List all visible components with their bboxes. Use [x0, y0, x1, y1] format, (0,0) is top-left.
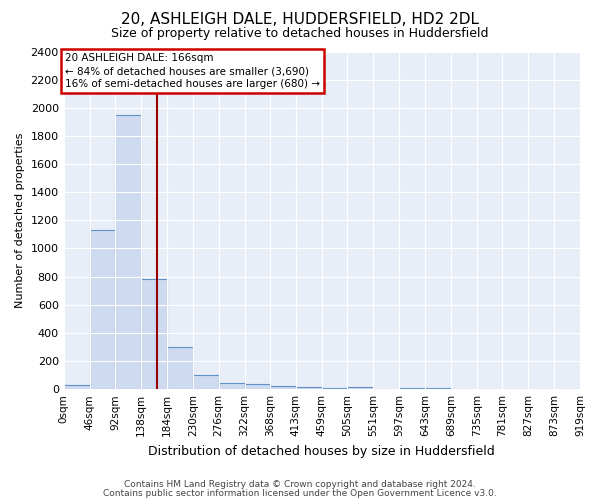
Bar [296, 387, 322, 389]
Text: 20, ASHLEIGH DALE, HUDDERSFIELD, HD2 2DL: 20, ASHLEIGH DALE, HUDDERSFIELD, HD2 2DL [121, 12, 479, 28]
Text: Contains HM Land Registry data © Crown copyright and database right 2024.: Contains HM Land Registry data © Crown c… [124, 480, 476, 489]
Bar [322, 388, 347, 389]
Text: Size of property relative to detached houses in Huddersfield: Size of property relative to detached ho… [111, 28, 489, 40]
Bar [141, 280, 167, 389]
Bar [271, 386, 296, 389]
Y-axis label: Number of detached properties: Number of detached properties [15, 132, 25, 308]
Text: Contains public sector information licensed under the Open Government Licence v3: Contains public sector information licen… [103, 488, 497, 498]
Bar [245, 384, 271, 389]
Bar [167, 347, 193, 389]
Bar [399, 388, 425, 389]
Bar [347, 387, 373, 389]
Bar [193, 375, 219, 389]
Bar [64, 385, 89, 389]
X-axis label: Distribution of detached houses by size in Huddersfield: Distribution of detached houses by size … [148, 444, 495, 458]
Bar [115, 115, 141, 389]
Bar [219, 383, 245, 389]
Bar [425, 388, 451, 389]
Bar [89, 230, 115, 389]
Text: 20 ASHLEIGH DALE: 166sqm
← 84% of detached houses are smaller (3,690)
16% of sem: 20 ASHLEIGH DALE: 166sqm ← 84% of detach… [65, 53, 320, 90]
